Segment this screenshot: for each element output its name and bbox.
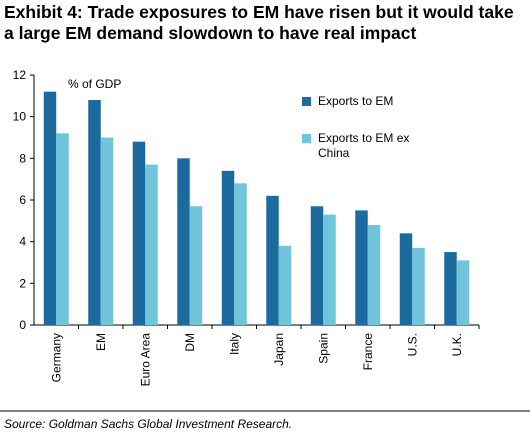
chart-title: Exhibit 4: Trade exposures to EM have ri… [4,2,514,43]
legend-swatch [302,97,311,106]
bar [177,158,190,325]
bar [266,195,279,325]
x-tick-label: DM [183,333,197,352]
legend-label: Exports to EM ex China [318,131,410,160]
bar [145,164,158,325]
x-tick-label: Italy [227,333,241,355]
x-tick-label: France [361,333,375,371]
source: Source: Goldman Sachs Global Investment … [4,417,292,431]
x-tick-label: U.K. [450,333,464,356]
bar [43,91,57,326]
y-tick-label: 8 [19,151,26,165]
y-tick-label: 4 [19,235,26,249]
bar [444,252,457,325]
legend-item: Exports to EM ex China [302,131,422,161]
bar [355,210,368,325]
y-tick-label: 0 [19,318,26,332]
bar [278,245,292,325]
bar [323,214,336,325]
bar [132,141,146,325]
bar [456,260,470,325]
legend: Exports to EM Exports to EM ex China [302,94,422,183]
x-tick-label: Spain [316,333,330,364]
bar [310,206,324,325]
bar [189,206,203,325]
legend-swatch [302,134,311,143]
x-tick-label: Euro Area [138,333,152,387]
y-tick-label: 10 [13,110,27,124]
legend-item: Exports to EM [302,94,422,109]
x-tick-label: Germany [49,333,63,382]
bar [234,183,247,325]
bar [100,137,114,325]
bar [412,247,425,325]
bar [88,100,101,325]
y-tick-label: 12 [13,68,27,82]
x-tick-label: EM [94,333,108,351]
y-tick-label: 2 [19,276,26,290]
bar [399,233,413,325]
x-tick-label: Japan [272,333,286,366]
x-tick-label: U.S. [405,333,419,356]
annotation: % of GDP [68,77,121,91]
bar [56,133,69,325]
legend-label: Exports to EM [318,94,394,108]
bar [367,225,381,325]
y-tick-label: 6 [19,193,26,207]
bar [221,170,235,325]
